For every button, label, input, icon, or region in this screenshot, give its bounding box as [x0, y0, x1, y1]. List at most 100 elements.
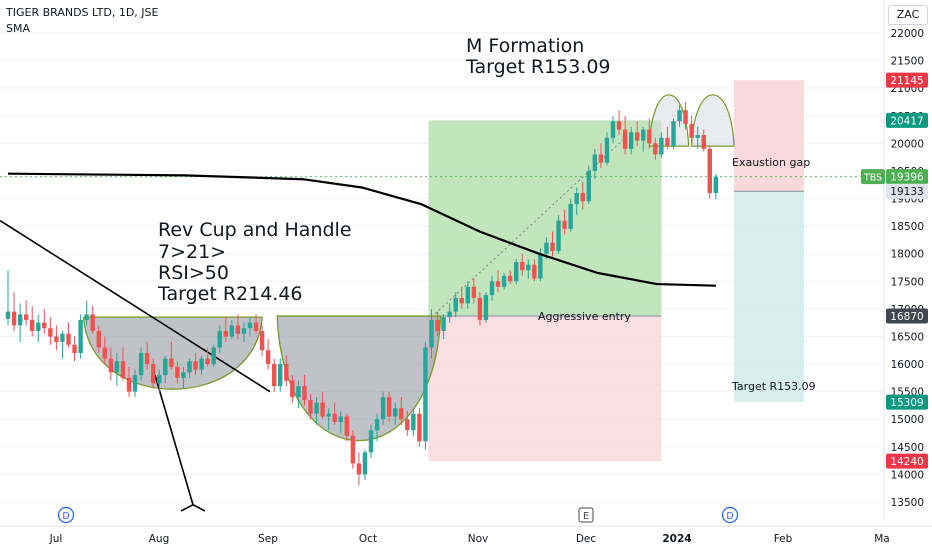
symbol-title: TIGER BRANDS LTD, 1D, JSE [6, 6, 159, 19]
candle [556, 215, 561, 254]
candle-body [562, 220, 567, 229]
candle [532, 259, 537, 282]
candle [514, 259, 519, 285]
candlestick-series [5, 101, 719, 486]
candle [362, 449, 368, 480]
candle-body [132, 375, 138, 392]
candle-body [453, 297, 458, 312]
sma-series [7, 172, 716, 287]
candle-body [514, 261, 519, 282]
downtrend-line [0, 219, 271, 393]
candle [489, 275, 495, 301]
price-label: 19396 TBS [861, 169, 928, 185]
candle-body [302, 386, 307, 400]
candle [96, 325, 101, 354]
candle [641, 126, 646, 152]
candle [60, 330, 65, 359]
time-tick-label: Ma [874, 533, 890, 545]
event-marker-label: E [583, 511, 589, 522]
sma-line [7, 172, 716, 287]
price-label-text: 15309 [890, 397, 923, 409]
candle-body [356, 463, 362, 475]
candle-body [114, 361, 120, 373]
candle-body [66, 333, 71, 345]
short-target-zone [734, 191, 804, 403]
candle [635, 121, 640, 147]
candle-body [610, 121, 616, 138]
candle-body [175, 366, 180, 378]
candle [471, 278, 477, 304]
candle [163, 355, 168, 384]
candle-body [144, 353, 150, 365]
candle [647, 118, 652, 149]
candle-body [54, 336, 59, 342]
candle-body [459, 297, 464, 304]
candle [550, 231, 555, 257]
candle [235, 314, 241, 340]
candle-body [17, 314, 23, 326]
price-label-text: 16870 [890, 311, 923, 323]
annotation-m-target: Target R153.09 [465, 56, 611, 78]
cup-shape-1 [82, 316, 263, 390]
candle [199, 355, 204, 376]
dividend-marker-circle [721, 506, 739, 524]
candle [193, 353, 198, 376]
candle-body [665, 137, 670, 147]
annotation-short-target: Target R153.09 [731, 380, 816, 393]
time-axis[interactable]: Jul Aug Sep Oct Nov Dec 2024 Feb Ma D E D [0, 506, 932, 546]
candle [108, 347, 114, 381]
indicator-label[interactable]: SMA [6, 22, 30, 35]
candle-body [5, 311, 11, 319]
candle-body [483, 295, 489, 320]
candle [48, 317, 53, 345]
candle [411, 408, 416, 436]
candle-body [647, 129, 652, 144]
candle [272, 358, 277, 392]
candle [326, 408, 331, 431]
candle-body [429, 319, 434, 348]
price-tick-label: 18000 [891, 249, 924, 261]
annotation-cup-target: Target R214.46 [157, 283, 303, 305]
candle-body [471, 286, 477, 298]
candle-body [659, 137, 664, 155]
candle-body [48, 328, 53, 337]
symbol-tag-bg [861, 169, 885, 185]
arrow-shaft [154, 374, 194, 505]
candle [338, 410, 343, 434]
candle [217, 325, 222, 354]
candle-body [574, 193, 579, 205]
candle-body [314, 402, 319, 414]
price-tick-label: 16500 [891, 331, 924, 343]
candle [320, 391, 325, 420]
currency-unit-button[interactable]: ZAC [888, 5, 928, 25]
candle-body [393, 408, 398, 417]
candle-body [362, 452, 368, 475]
candle-body [477, 297, 483, 320]
candle-body [411, 413, 416, 431]
candle-body [265, 350, 271, 365]
annotation-layer: M Formation Target R153.09 Rev Cup and H… [157, 35, 816, 393]
candle [495, 270, 501, 293]
price-label: 15309 [886, 394, 928, 410]
candle-body [320, 402, 325, 417]
candle [501, 273, 507, 290]
candle [296, 380, 301, 409]
candle [393, 402, 398, 425]
symbol-tag-text: TBS [863, 173, 882, 184]
candle-body [290, 380, 295, 398]
candle [187, 358, 192, 378]
annotation-ma-cross: 7>21> [158, 241, 226, 263]
candle [520, 253, 525, 276]
price-axis[interactable]: 2200021500210002050020000195001900018500… [861, 0, 928, 520]
candle-body [296, 386, 301, 398]
price-tick-label: 13500 [891, 497, 924, 509]
annotation-exhaustion-gap: Exaustion gap [732, 156, 810, 169]
candle-body [181, 372, 186, 378]
price-label: 20417 [886, 112, 928, 128]
candle-body [326, 413, 331, 417]
candle-body [78, 319, 83, 354]
time-tick-label: Sep [258, 533, 278, 545]
candle-body [405, 419, 410, 431]
candle [102, 336, 107, 365]
